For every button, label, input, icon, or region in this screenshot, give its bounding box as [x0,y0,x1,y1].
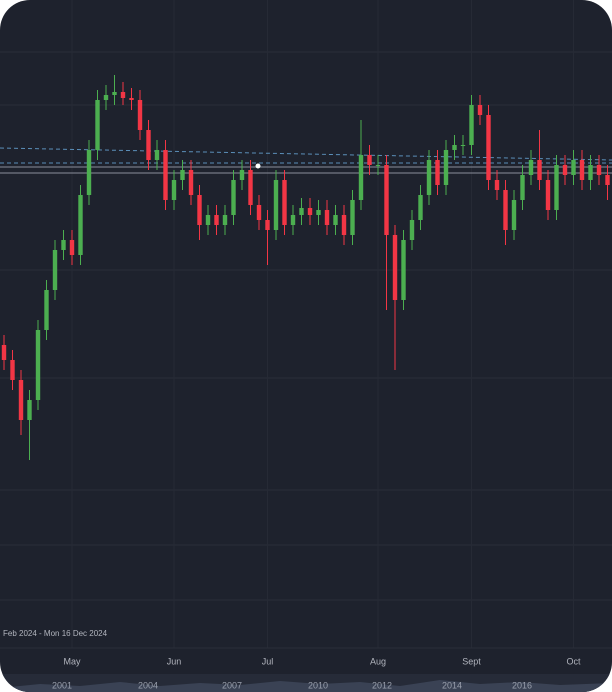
navigator-label: 2007 [222,680,242,690]
candle-body [443,150,449,185]
candle-body [231,180,236,215]
candle-body [375,165,381,166]
navigator-label: 2010 [308,680,328,690]
candle-body [222,215,228,225]
candle-body [163,150,168,200]
candle-body [27,400,32,420]
candle-body [579,160,585,180]
candle-body [137,100,143,130]
candle-body [554,165,559,210]
trend-line [0,147,612,161]
candle-body [265,220,270,230]
candle-body [197,195,202,225]
candle-body [341,215,347,235]
candle-body [290,215,296,225]
candle-body [18,380,24,420]
candle-body [120,92,126,98]
candle-body [333,215,338,225]
candle-body [350,200,355,235]
candle-body [324,210,330,225]
candle-body [171,180,177,200]
x-tick-label: Jul [262,656,274,666]
candle-body [307,208,313,215]
x-tick-label: May [63,656,81,666]
candle-body [95,100,100,150]
x-axis: May Jun Jul Aug Sept Oct [63,656,581,666]
candle-body [1,345,7,360]
candle-body [180,170,185,180]
candle-body [571,160,576,175]
x-tick-label: Sept [462,656,481,666]
candle-body [367,155,372,165]
candle-body [273,180,279,230]
x-tick-label: Jun [167,656,182,666]
candle-body [588,165,593,180]
grid [0,51,612,601]
candle-body [520,175,525,200]
candle-body [256,205,262,220]
x-tick-label: Oct [566,656,581,666]
candle-body [154,150,160,160]
navigator-label: 2016 [512,680,532,690]
candle-body [426,160,432,195]
candle-body [188,170,194,195]
candle-body [239,170,245,180]
candle-body [78,195,83,255]
candle-body [248,170,253,205]
candle-body [214,215,219,225]
x-tick-label: Aug [370,656,386,666]
candle-body [486,115,491,180]
candle-body [86,150,92,195]
candle-body [392,235,398,300]
candle-body [494,180,500,190]
candle-body [103,95,109,100]
candle-body [129,98,134,100]
navigator-area [0,680,612,692]
candle-body [562,165,568,175]
candle-body [477,105,483,115]
candle-body [511,200,517,230]
navigator-label: 2012 [372,680,392,690]
candle-body [358,155,364,200]
navigator-labels: 2001 2004 2007 2010 2012 2014 2016 [52,680,532,690]
candle-body [528,160,534,175]
candle-body [299,208,304,215]
candle-body [44,290,49,330]
candle-body [316,210,321,215]
candle-body [418,195,423,220]
candle-body [52,250,58,290]
candle-body [503,190,508,230]
range-label: Feb 2024 - Mon 16 Dec 2024 [3,629,108,638]
candle-body [605,175,610,185]
candle-body [10,360,15,380]
candle-body [452,145,457,150]
candle-body [35,330,41,400]
candle-body [282,180,287,225]
candle-body [69,240,75,255]
candle-body [460,145,466,146]
cursor-dot [255,163,261,169]
candle-body [401,240,406,300]
candle-body [112,92,117,95]
candle-body [469,105,474,145]
candle-body [537,160,542,180]
candle-body [435,160,440,185]
navigator-label: 2001 [52,680,72,690]
candle-body [409,220,415,240]
candle-body [205,215,211,225]
candle-body [146,130,151,160]
candle-body [596,165,602,175]
candle-body [545,180,551,210]
candle-body [61,240,66,250]
candle-body [384,165,389,235]
navigator-label: 2004 [138,680,158,690]
candles [1,75,610,460]
navigator-label: 2014 [442,680,462,690]
